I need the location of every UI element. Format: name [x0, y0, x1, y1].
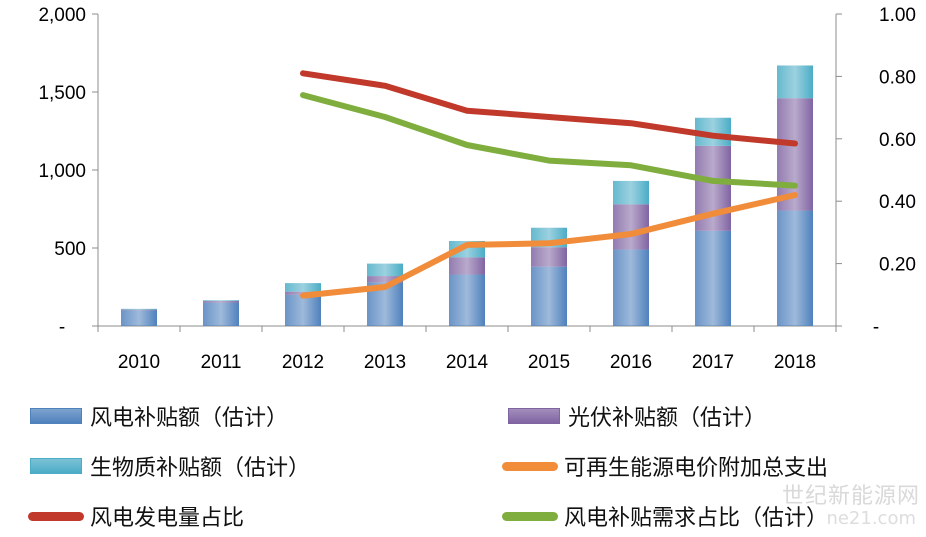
bar-segment: [285, 283, 321, 292]
bar-segment: [613, 204, 649, 250]
bar-layer: [121, 65, 813, 326]
line-layer: [300, 70, 798, 299]
x-tick-label: 2011: [201, 352, 242, 373]
bar-segment: [203, 302, 239, 326]
bar-segment: [449, 257, 485, 275]
series-line: [300, 92, 798, 189]
bar-segment: [121, 308, 157, 310]
bar-segment: [531, 247, 567, 267]
bar-segment: [203, 300, 239, 302]
bar-segment: [121, 310, 157, 326]
bar-segment: [531, 266, 567, 326]
series-line: [300, 70, 798, 147]
y-tick-label-left: 1,500: [38, 83, 86, 104]
y-tick-label-left: -: [59, 317, 65, 338]
bar-segment: [285, 294, 321, 326]
x-tick-label: 2015: [528, 352, 570, 373]
legend-swatch-wind-subsidy: [30, 408, 82, 424]
bar-segment: [367, 263, 403, 277]
legend-label: 生物质补贴额（估计）: [90, 456, 311, 481]
chart: - 500 1,000 1,500 2,000 - 0.20 0.40 0.60 0.80 1.00…: [38, 5, 916, 373]
bar-segment: [203, 301, 239, 303]
x-tick-label: 2013: [364, 352, 406, 373]
x-tick-label: 2010: [118, 352, 160, 373]
x-tick-label: 2018: [774, 352, 816, 373]
legend-label: 可再生能源电价附加总支出: [564, 456, 829, 481]
watermark-url: ne21.com: [826, 508, 916, 529]
y-tick-label-right: 1.00: [879, 5, 916, 26]
legend-item-wind-demand-share: 风电补贴需求占比（估计）: [502, 499, 828, 533]
y-tick-label-left: 1,000: [38, 161, 86, 182]
legend-label: 风电补贴需求占比（估计）: [564, 506, 829, 531]
bar-segment: [777, 210, 813, 326]
bar-segment: [777, 65, 813, 99]
legend-swatch-pv-subsidy: [508, 408, 560, 424]
y-tick-label-left: 500: [54, 239, 86, 260]
legend-label: 光伏补贴额（估计）: [568, 406, 767, 431]
y-tick-label-right: 0.80: [879, 67, 916, 88]
bar-segment: [777, 98, 813, 211]
x-tick-label: 2014: [446, 352, 489, 373]
y-tick-label-right: 0.20: [879, 255, 916, 276]
tick-labels: - 500 1,000 1,500 2,000 - 0.20 0.40 0.60 0.80 1.00…: [38, 5, 916, 373]
series-line: [300, 192, 798, 299]
bar-segment: [367, 276, 403, 283]
bar-segment: [121, 309, 157, 311]
legend-item-biomass-subsidy: 生物质补贴额（估计）: [30, 449, 310, 483]
legend-swatch-wind-share: [28, 511, 84, 521]
bar-segment: [613, 249, 649, 326]
legend-swatch-surcharge-total: [502, 461, 558, 471]
legend-label: 风电补贴额（估计）: [90, 406, 289, 431]
watermark-logo: 世纪新能源网: [781, 484, 920, 509]
bar-segment: [695, 230, 731, 326]
legend-swatch-biomass-subsidy: [30, 458, 82, 474]
bar-segment: [449, 274, 485, 326]
y-tick-label-right: 0.40: [879, 192, 916, 213]
y-tick-label-right: 0.60: [879, 130, 916, 151]
x-tick-label: 2017: [692, 352, 734, 373]
legend-swatch-wind-demand-share: [502, 511, 558, 521]
x-tick-label: 2012: [282, 352, 324, 373]
legend-item-wind-subsidy: 风电补贴额（估计）: [30, 399, 288, 433]
legend-item-pv-subsidy: 光伏补贴额（估计）: [508, 399, 766, 433]
y-tick-label-left: 2,000: [38, 5, 86, 26]
legend-item-surcharge-total: 可再生能源电价附加总支出: [502, 449, 828, 483]
y-tick-label-right: -: [873, 317, 879, 338]
x-tick-label: 2016: [610, 352, 652, 373]
legend: 风电补贴额（估计） 光伏补贴额（估计） 生物质补贴额（估计） 可再生能源电价附加…: [0, 395, 926, 537]
bar-segment: [613, 180, 649, 205]
legend-label: 风电发电量占比: [90, 506, 245, 531]
legend-item-wind-share: 风电发电量占比: [28, 499, 244, 533]
